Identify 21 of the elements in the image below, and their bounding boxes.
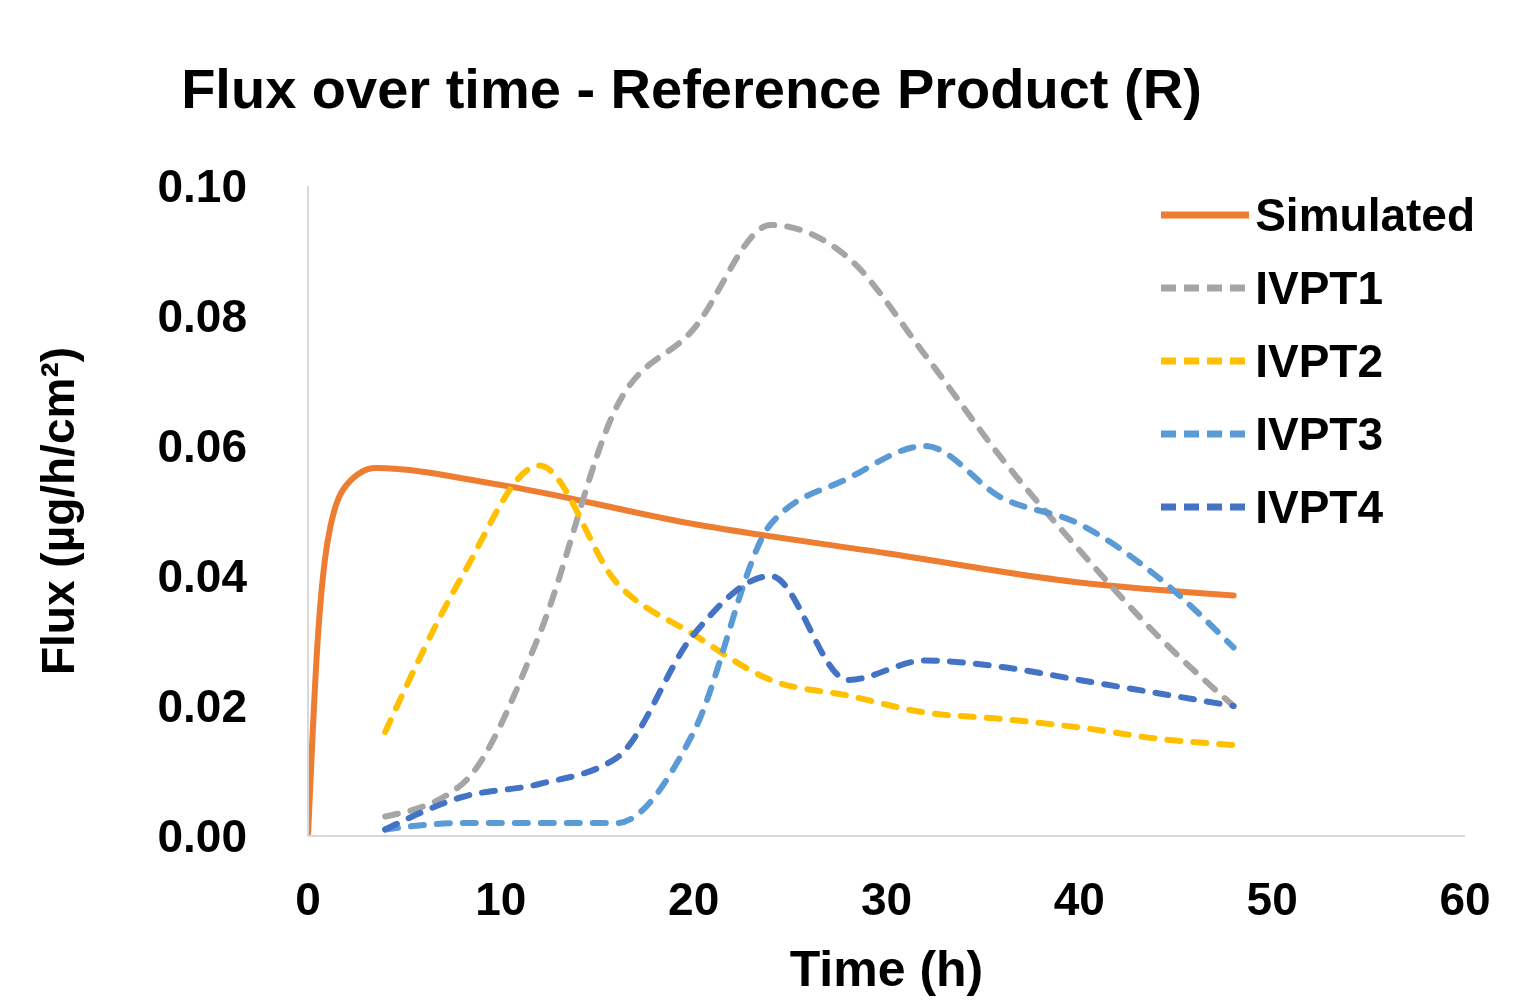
legend-label: IVPT4: [1255, 479, 1383, 534]
x-tick-label: 20: [668, 872, 720, 925]
x-tick-label: 50: [1246, 872, 1298, 925]
x-tick-label: 0: [295, 872, 321, 925]
x-axis-title: Time (h): [789, 941, 984, 997]
legend-label: IVPT3: [1255, 406, 1383, 461]
y-tick-label: 0.06: [157, 420, 247, 473]
legend-label: IVPT2: [1255, 333, 1383, 388]
y-tick-label: 0.00: [157, 810, 247, 863]
x-tick-label: 10: [475, 872, 527, 925]
y-axis-title: Flux (µg/h/cm²): [32, 346, 85, 676]
y-tick-label: 0.10: [157, 160, 247, 213]
x-tick-label: 30: [860, 872, 913, 925]
y-tick-label: 0.04: [157, 550, 248, 603]
x-tick-label: 60: [1439, 872, 1491, 925]
legend-label: Simulated: [1255, 187, 1475, 242]
y-tick-label: 0.08: [157, 290, 247, 343]
x-tick-label: 40: [1053, 872, 1105, 925]
y-tick-label: 0.02: [157, 680, 247, 733]
legend-label: IVPT1: [1255, 260, 1383, 315]
chart-title: Flux over time - Reference Product (R): [180, 56, 1203, 122]
